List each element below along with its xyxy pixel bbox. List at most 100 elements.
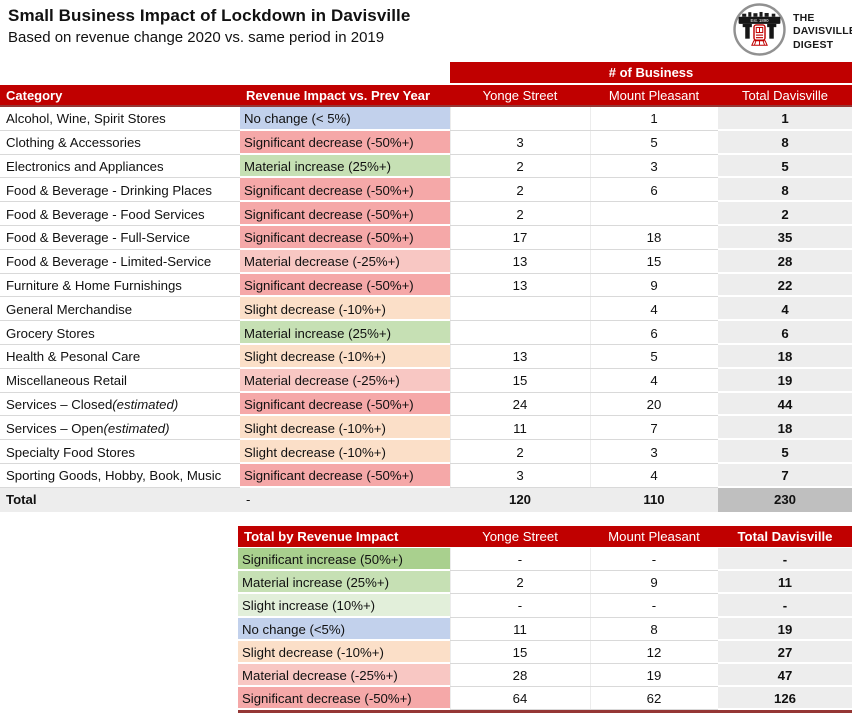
total-count-cell: 22 [718,273,852,298]
summary-table-body: Significant increase (50%+) - - - Material i… [238,548,852,711]
impact-label-cell: Material decrease (-25%+) [238,663,450,688]
total-count-cell: - [718,548,852,572]
category-cell: Food & Beverage - Food Services [0,202,240,226]
yonge-count-cell: 24 [450,393,590,417]
column-header-mount-pleasant: Mount Pleasant [608,87,700,103]
impact-cell: Significant decrease (-50%+) [240,202,450,226]
impact-cell: Material increase (25%+) [240,154,450,179]
total-count-cell: 19 [718,368,852,393]
impact-label-cell: Significant increase (50%+) [238,548,450,572]
impact-cell: Slight decrease (-10%+) [240,416,450,441]
logo-est-label: Est. 1890 [750,18,769,23]
main-table-body: Alcohol, Wine, Spirit Stores No change (<… [0,107,852,512]
yonge-count-cell [450,321,590,345]
impact-cell: Slight decrease (-10%+) [240,344,450,369]
yonge-count-cell: 2 [450,440,590,464]
mount-pleasant-count-cell: 8 [590,618,718,641]
impact-cell: No change (< 5%) [240,107,450,131]
mount-pleasant-count-cell: 19 [590,664,718,687]
yonge-count-cell: 28 [450,664,590,687]
davisville-digest-logo: Est. 1890 THE DAVISVILLE [733,3,852,61]
impact-cell: Material decrease (-25%+) [240,249,450,274]
title-block: Small Business Impact of Lockdown in Dav… [8,6,410,46]
category-cell: Food & Beverage - Drinking Places [0,178,240,202]
impact-label-cell: Slight increase (10%+) [238,594,450,618]
impact-cell: Slight decrease (-10%+) [240,297,450,322]
total-count-cell: 18 [718,344,852,369]
logo-line-davisville: DAVISVILLE [793,25,852,38]
mount-pleasant-count-cell: - [590,548,718,571]
column-header-revenue-impact: Revenue Impact vs. Prev Year [246,87,431,103]
mount-pleasant-count-cell: 9 [590,274,718,298]
train-bridge-icon: Est. 1890 [733,3,786,61]
yonge-count-cell: 15 [450,641,590,664]
total-row-yonge: 120 [450,487,590,512]
mount-pleasant-count-cell: 15 [590,250,718,274]
mount-pleasant-count-cell: 1 [590,107,718,131]
category-cell: Sporting Goods, Hobby, Book, Music [0,464,240,488]
main-table: # of Business Category Revenue Impact vs… [0,62,852,512]
impact-cell: Significant decrease (-50%+) [240,178,450,203]
mount-pleasant-count-cell: 3 [590,440,718,464]
logo-line-the: THE [793,12,815,25]
category-cell: Specialty Food Stores [0,440,240,464]
category-cell: General Merchandise [0,297,240,321]
impact-label-cell: No change (<5%) [238,617,450,641]
mount-pleasant-count-cell: 4 [590,369,718,393]
total-count-cell: 35 [718,225,852,250]
total-count-cell: 5 [718,440,852,464]
impact-label-cell: Significant decrease (-50%+) [238,687,450,711]
yonge-count-cell: 2 [450,155,590,179]
impact-cell: Significant decrease (-50%+) [240,130,450,155]
yonge-count-cell: 3 [450,131,590,155]
total-count-cell: 8 [718,178,852,203]
total-count-cell: 5 [718,154,852,179]
summary-table: Total by Revenue Impact Yonge Street Mou… [238,526,852,714]
mount-pleasant-count-cell: 6 [590,178,718,202]
mount-pleasant-count-cell: 5 [590,345,718,369]
total-count-cell: 2 [718,202,852,226]
total-row-mount-pleasant: 110 [590,487,718,512]
yonge-count-cell [450,107,590,131]
column-header-total-by-revenue-impact: Total by Revenue Impact [244,529,399,544]
total-count-cell: 28 [718,249,852,274]
yonge-count-cell [450,297,590,321]
mount-pleasant-count-cell: 9 [590,571,718,594]
total-count-cell: 126 [718,687,852,711]
category-cell: Clothing & Accessories [0,131,240,155]
column-header-total-davisville: Total Davisville [737,529,833,544]
mount-pleasant-count-cell: 20 [590,393,718,417]
mount-pleasant-count-cell: 18 [590,226,718,250]
main-table-header: Category Revenue Impact vs. Prev Year Yo… [0,85,852,107]
impact-cell: Material decrease (-25%+) [240,368,450,393]
column-header-yonge-street: Yonge Street [482,529,558,544]
mount-pleasant-count-cell: 7 [590,416,718,440]
total-row-impact: - [240,487,450,512]
mount-pleasant-count-cell: 3 [590,155,718,179]
category-cell: Grocery Stores [0,321,240,345]
total-row-label: Total [0,487,240,512]
yonge-count-cell: 13 [450,345,590,369]
impact-cell: Slight decrease (-10%+) [240,440,450,464]
category-cell: Health & Pesonal Care [0,345,240,369]
yonge-count-cell: 17 [450,226,590,250]
yonge-count-cell: 13 [450,250,590,274]
page-title: Small Business Impact of Lockdown in Dav… [8,6,411,25]
grand-total-cell: 230 [718,487,852,512]
summary-table-header: Total by Revenue Impact Yonge Street Mou… [238,526,852,547]
group-header-spacer [0,62,450,83]
logo-line-digest: DIGEST [793,38,834,51]
yonge-count-cell: 13 [450,274,590,298]
total-count-cell: 1 [718,107,852,131]
total-count-cell: 8 [718,130,852,155]
total-count-cell: 47 [718,663,852,688]
total-count-cell: 44 [718,392,852,417]
mount-pleasant-count-cell: 5 [590,131,718,155]
impact-cell: Significant decrease (-50%+) [240,463,450,488]
page-subtitle: Based on revenue change 2020 vs. same pe… [8,29,385,46]
total-count-cell: 4 [718,297,852,322]
yonge-count-cell: 2 [450,571,590,594]
impact-label-cell: Slight decrease (-10%+) [238,640,450,664]
mount-pleasant-count-cell [590,202,718,226]
